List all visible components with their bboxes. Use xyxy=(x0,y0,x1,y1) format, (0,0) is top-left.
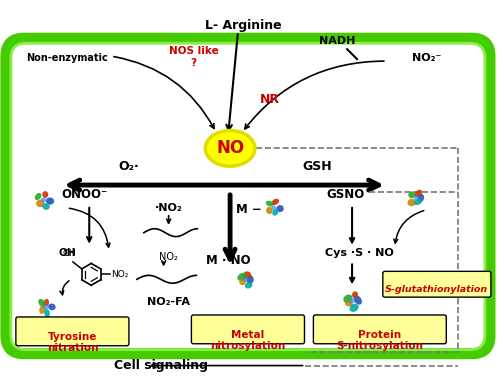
Text: NADH: NADH xyxy=(319,36,356,46)
Ellipse shape xyxy=(44,309,50,317)
Text: NO₂-FA: NO₂-FA xyxy=(147,297,190,307)
Text: L- Arginine: L- Arginine xyxy=(204,19,282,32)
Text: ·NO₂: ·NO₂ xyxy=(154,203,182,213)
Ellipse shape xyxy=(418,194,424,203)
Text: GSH: GSH xyxy=(302,160,332,173)
FancyBboxPatch shape xyxy=(314,315,446,344)
Ellipse shape xyxy=(42,203,50,210)
Ellipse shape xyxy=(246,276,254,284)
Ellipse shape xyxy=(39,305,46,314)
Text: Non-enzymatic: Non-enzymatic xyxy=(26,53,108,63)
FancyArrowPatch shape xyxy=(60,281,69,295)
FancyArrowPatch shape xyxy=(114,57,214,129)
Ellipse shape xyxy=(272,199,279,205)
Ellipse shape xyxy=(414,190,422,198)
Ellipse shape xyxy=(350,304,358,312)
Ellipse shape xyxy=(35,193,42,200)
Ellipse shape xyxy=(245,282,252,288)
Ellipse shape xyxy=(352,291,358,298)
Ellipse shape xyxy=(42,191,48,198)
Text: NO₂: NO₂ xyxy=(112,270,128,279)
Ellipse shape xyxy=(240,279,246,285)
Ellipse shape xyxy=(46,198,54,205)
Ellipse shape xyxy=(414,199,422,205)
Text: M −: M − xyxy=(236,203,262,216)
Ellipse shape xyxy=(206,131,255,166)
Text: Cell signaling: Cell signaling xyxy=(114,359,208,372)
Ellipse shape xyxy=(345,301,353,306)
FancyBboxPatch shape xyxy=(6,38,490,354)
Text: O₂·: O₂· xyxy=(118,160,140,173)
Text: M · NO: M · NO xyxy=(206,254,250,268)
Ellipse shape xyxy=(36,199,44,207)
FancyBboxPatch shape xyxy=(383,271,491,297)
Ellipse shape xyxy=(238,273,247,281)
FancyArrowPatch shape xyxy=(245,61,384,129)
Text: Metal
nitrosylation: Metal nitrosylation xyxy=(210,330,286,352)
Ellipse shape xyxy=(266,207,272,214)
Text: Cys ·S · NO: Cys ·S · NO xyxy=(324,248,394,258)
Text: NO₂⁻: NO₂⁻ xyxy=(412,53,441,63)
FancyBboxPatch shape xyxy=(192,315,304,344)
Ellipse shape xyxy=(44,299,49,306)
Text: Protein
S-nitrosylation: Protein S-nitrosylation xyxy=(336,330,424,352)
Ellipse shape xyxy=(408,199,416,206)
FancyBboxPatch shape xyxy=(16,317,129,346)
Text: OH: OH xyxy=(62,249,76,258)
Text: NO₂: NO₂ xyxy=(159,251,178,261)
Text: NR: NR xyxy=(260,93,280,106)
Ellipse shape xyxy=(41,198,46,202)
Text: OH: OH xyxy=(58,248,76,258)
Ellipse shape xyxy=(408,191,415,198)
Text: NOS like
?: NOS like ? xyxy=(168,46,218,68)
Ellipse shape xyxy=(276,205,284,212)
FancyArrowPatch shape xyxy=(69,208,110,247)
Ellipse shape xyxy=(414,196,420,200)
Ellipse shape xyxy=(272,209,278,216)
Ellipse shape xyxy=(266,201,274,206)
Ellipse shape xyxy=(243,271,252,279)
Ellipse shape xyxy=(271,206,276,210)
Text: ONOO⁻: ONOO⁻ xyxy=(61,188,108,201)
Ellipse shape xyxy=(243,277,249,282)
Ellipse shape xyxy=(43,305,49,310)
FancyArrowPatch shape xyxy=(394,211,424,243)
Text: GSNO: GSNO xyxy=(326,188,364,201)
Text: NO: NO xyxy=(216,139,244,157)
Ellipse shape xyxy=(344,295,352,303)
Ellipse shape xyxy=(38,299,46,307)
Text: S-glutathionylation: S-glutathionylation xyxy=(385,285,488,294)
Ellipse shape xyxy=(350,299,355,303)
Ellipse shape xyxy=(48,303,56,310)
Ellipse shape xyxy=(354,295,362,305)
Text: Tyrosine
nitration: Tyrosine nitration xyxy=(46,332,98,353)
